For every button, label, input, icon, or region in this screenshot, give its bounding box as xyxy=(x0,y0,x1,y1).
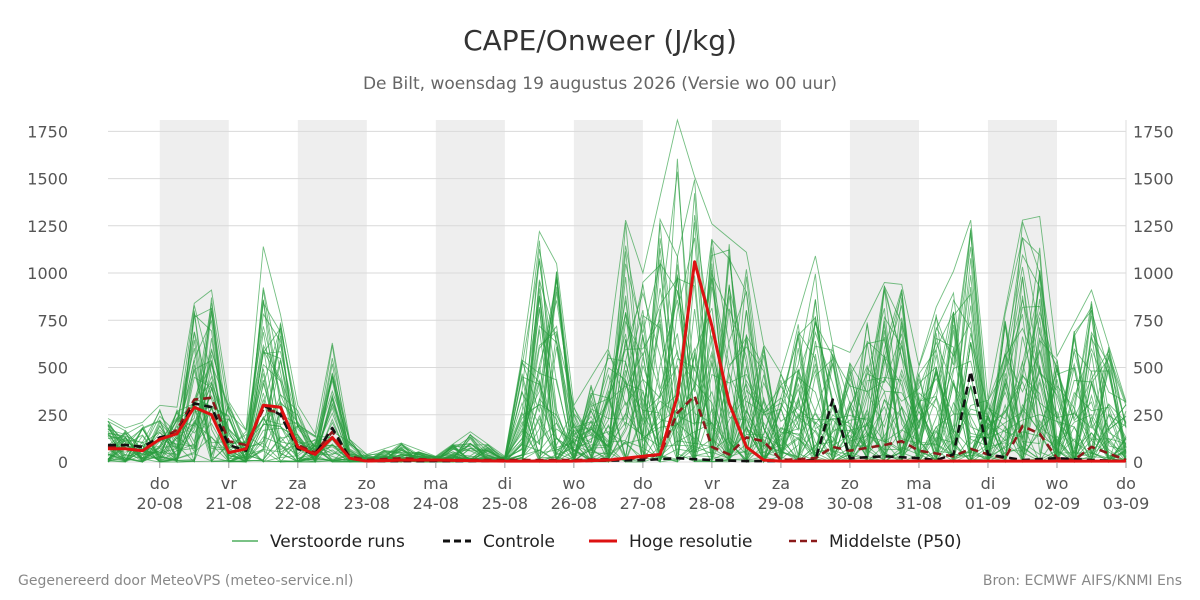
y-tick-label: 1000 xyxy=(27,264,68,283)
x-tick-date: 30-08 xyxy=(827,494,874,513)
legend-label-median: Middelste (P50) xyxy=(829,532,962,552)
x-tick-day: wo xyxy=(1046,474,1069,493)
y-tick-label-right: 0 xyxy=(1133,453,1143,472)
ensemble-run-line xyxy=(107,118,1127,458)
y-tick-label-right: 1500 xyxy=(1133,170,1174,189)
y-axis-left: 0 250 500 750 1000 1250 1500 1750 xyxy=(27,122,68,472)
x-tick-day: do xyxy=(633,474,653,493)
x-tick-date: 20-08 xyxy=(137,494,184,513)
y-tick-label-right: 1750 xyxy=(1133,122,1174,141)
x-tick-day: zo xyxy=(841,474,859,493)
ensemble-run-line xyxy=(107,266,1127,463)
x-tick-date: 26-08 xyxy=(551,494,598,513)
ensemble-run-line xyxy=(107,193,1127,464)
x-tick-day: do xyxy=(1116,474,1136,493)
footer-generated-by: Gegenereerd door MeteoVPS (meteo-service… xyxy=(18,573,353,589)
legend: Verstoorde runs Controle Hoge resolutie … xyxy=(232,532,962,552)
y-tick-label-right: 750 xyxy=(1133,311,1164,330)
x-tick-day: za xyxy=(772,474,790,493)
y-tick-label-right: 500 xyxy=(1133,359,1164,378)
x-tick-date: 25-08 xyxy=(482,494,529,513)
x-tick-day: ma xyxy=(906,474,931,493)
ensemble-run-line xyxy=(107,246,1127,463)
shaded-day-band xyxy=(297,120,367,462)
chart-subtitle: De Bilt, woensdag 19 augustus 2026 (Vers… xyxy=(363,74,837,94)
ensemble-run-line xyxy=(107,291,1127,463)
x-tick-day: di xyxy=(981,474,996,493)
y-tick-label-right: 1250 xyxy=(1133,217,1174,236)
x-tick-day: di xyxy=(498,474,513,493)
legend-item-perturbed[interactable]: Verstoorde runs xyxy=(232,532,405,552)
x-tick-day: ma xyxy=(423,474,448,493)
series-line-hoge-resolutie xyxy=(108,260,1126,463)
x-tick-date: 27-08 xyxy=(620,494,667,513)
legend-item-control[interactable]: Controle xyxy=(443,532,555,552)
ensemble-run-line xyxy=(107,291,1127,463)
x-tick-day: vr xyxy=(221,474,237,493)
main-series xyxy=(107,260,1127,463)
x-tick-day: zo xyxy=(358,474,376,493)
ensemble-run-line xyxy=(107,237,1127,463)
chart-title: CAPE/Onweer (J/kg) xyxy=(463,24,737,57)
x-tick-date: 23-08 xyxy=(344,494,391,513)
y-tick-label: 1250 xyxy=(27,217,68,236)
x-tick-day: za xyxy=(289,474,307,493)
shaded-day-band xyxy=(573,120,643,462)
legend-label-perturbed: Verstoorde runs xyxy=(270,532,405,552)
x-tick-day: wo xyxy=(562,474,585,493)
y-tick-label: 250 xyxy=(37,406,68,425)
ensemble-run-line xyxy=(107,277,1127,463)
x-tick-date: 22-08 xyxy=(275,494,322,513)
y-tick-label: 500 xyxy=(37,359,68,378)
ensemble-run-line xyxy=(107,244,1127,463)
x-tick-day: do xyxy=(150,474,170,493)
x-tick-day: vr xyxy=(704,474,720,493)
footer-source: Bron: ECMWF AIFS/KNMI Ens xyxy=(983,573,1182,589)
y-tick-label: 750 xyxy=(37,311,68,330)
y-tick-label: 0 xyxy=(58,453,68,472)
x-tick-date: 29-08 xyxy=(758,494,805,513)
x-tick-date: 28-08 xyxy=(689,494,736,513)
x-tick-date: 21-08 xyxy=(206,494,253,513)
ensemble-run-line xyxy=(107,284,1127,464)
x-tick-date: 02-09 xyxy=(1034,494,1081,513)
ensemble-run-line xyxy=(107,222,1127,463)
x-tick-date: 03-09 xyxy=(1103,494,1150,513)
x-axis: do20-08vr21-08za22-08zo23-08ma24-08di25-… xyxy=(137,462,1150,513)
ensemble-run-line xyxy=(107,271,1127,463)
ensemble-run-line xyxy=(107,297,1127,464)
y-tick-label-right: 250 xyxy=(1133,406,1164,425)
x-tick-date: 31-08 xyxy=(896,494,943,513)
shaded-day-band xyxy=(435,120,505,462)
y-axis-right: 0 250 500 750 1000 1250 1500 1750 xyxy=(1133,122,1174,472)
legend-label-highres: Hoge resolutie xyxy=(629,532,753,552)
ensemble-run-line xyxy=(107,270,1127,464)
ensemble-runs xyxy=(107,118,1127,464)
legend-item-highres[interactable]: Hoge resolutie xyxy=(589,532,753,552)
legend-item-median[interactable]: Middelste (P50) xyxy=(789,532,962,552)
x-tick-date: 24-08 xyxy=(413,494,460,513)
ensemble-run-line xyxy=(107,238,1127,464)
y-tick-label: 1750 xyxy=(27,122,68,141)
y-tick-label-right: 1000 xyxy=(1133,264,1174,283)
x-tick-date: 01-09 xyxy=(965,494,1012,513)
series-line-middelste-p50 xyxy=(107,394,1127,462)
legend-label-control: Controle xyxy=(483,532,555,552)
y-tick-label: 1500 xyxy=(27,170,68,189)
ensemble-run-line xyxy=(107,228,1127,464)
